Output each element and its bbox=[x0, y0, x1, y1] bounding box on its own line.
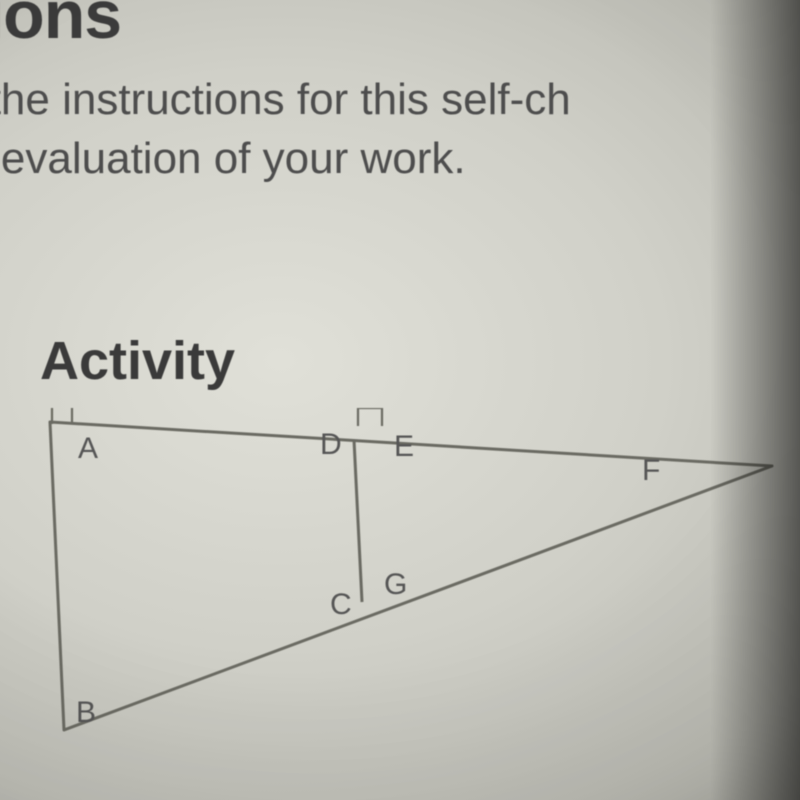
geometry-figure: A D E F C G B bbox=[26, 408, 786, 758]
label-f: F bbox=[642, 454, 660, 487]
page-content: ections d the instructions for this self… bbox=[0, 0, 800, 800]
label-d: D bbox=[320, 428, 342, 461]
triangle-diagram: A D E F C G B bbox=[26, 408, 786, 758]
outer-triangle bbox=[50, 422, 772, 730]
label-e: E bbox=[394, 430, 414, 463]
activity-heading: Activity bbox=[40, 330, 235, 392]
label-b: B bbox=[76, 696, 96, 729]
segment-dc bbox=[354, 440, 362, 602]
paragraph-line-2: ef evaluation of your work. bbox=[0, 129, 800, 188]
label-g: G bbox=[384, 568, 407, 601]
right-angle-marker-d bbox=[358, 408, 382, 426]
label-c: C bbox=[330, 588, 352, 621]
paragraph-line-1: d the instructions for this self-ch bbox=[0, 75, 571, 124]
instruction-paragraph: d the instructions for this self-ch ef e… bbox=[0, 70, 800, 189]
label-a: A bbox=[78, 432, 98, 465]
section-heading: ections bbox=[0, 0, 121, 54]
